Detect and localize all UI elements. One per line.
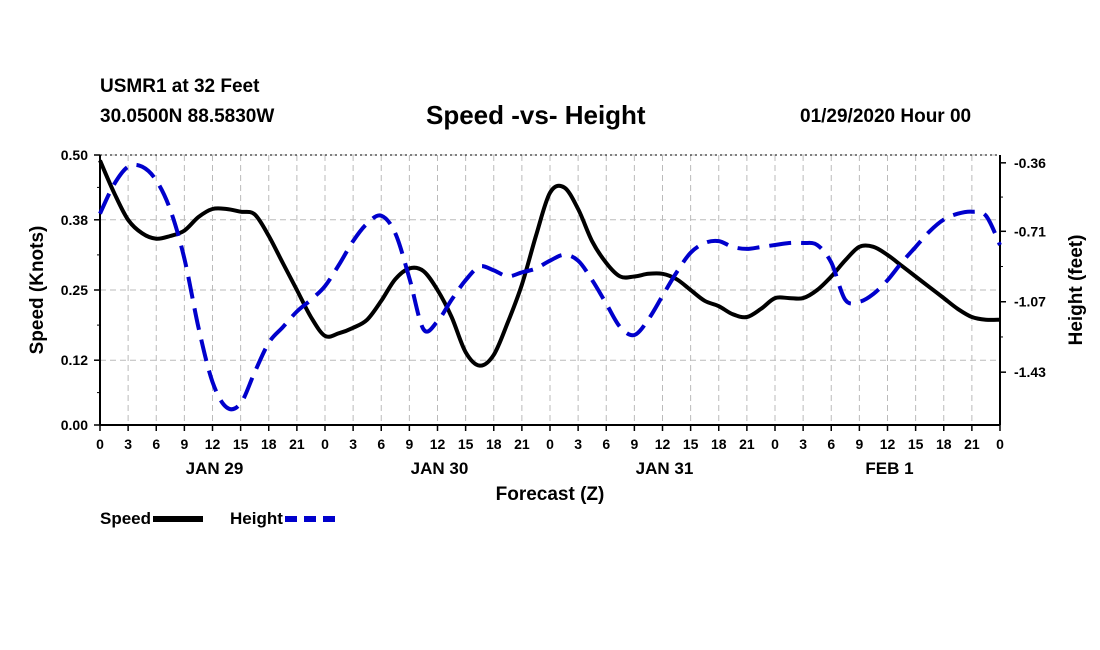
- x-axis-tick-label: 18: [486, 436, 502, 452]
- x-axis-tick-label: 3: [124, 436, 132, 452]
- x-axis-date-label: JAN 30: [411, 459, 469, 478]
- legend-height-swatch: [284, 516, 335, 522]
- legend-speed: Speed: [100, 509, 204, 529]
- chart-title: Speed -vs- Height: [426, 100, 646, 130]
- left-axis-tick-label: 0.25: [61, 282, 88, 298]
- height-series-line: [98, 162, 1002, 412]
- x-axis-tick-label: 15: [683, 436, 699, 452]
- x-axis-tick-label: 0: [96, 436, 104, 452]
- x-axis-tick-label: 3: [574, 436, 582, 452]
- left-axis-tick-label: 0.12: [61, 352, 88, 368]
- left-axis-tick-label: 0.38: [61, 212, 88, 228]
- speed-series-line: [98, 159, 1001, 368]
- x-axis-tick-label: 0: [546, 436, 554, 452]
- x-axis-tick-label: 18: [936, 436, 952, 452]
- right-axis-tick-label: -0.36: [1014, 155, 1046, 171]
- x-axis-tick-label: 12: [205, 436, 221, 452]
- right-axis-tick-label: -0.71: [1014, 223, 1046, 239]
- x-axis-tick-label: 0: [996, 436, 1004, 452]
- x-axis-tick-label: 9: [855, 436, 863, 452]
- legend-speed-label: Speed: [100, 509, 152, 528]
- left-axis-tick-label: 0.50: [61, 147, 88, 163]
- x-axis-tick-label: 0: [321, 436, 329, 452]
- x-axis-tick-label: 3: [349, 436, 357, 452]
- x-axis-tick-label: 12: [880, 436, 896, 452]
- station-coords: 30.0500N 88.5830W: [100, 106, 275, 127]
- run-timestamp: 01/29/2020 Hour 00: [800, 106, 972, 127]
- x-axis-tick-label: 15: [458, 436, 474, 452]
- right-axis-tick-label: -1.07: [1014, 294, 1046, 310]
- x-axis-tick-label: 18: [711, 436, 727, 452]
- x-axis-tick-label: 6: [377, 436, 385, 452]
- x-axis-tick-label: 6: [152, 436, 160, 452]
- x-axis-tick-label: 9: [630, 436, 638, 452]
- x-axis-tick-label: 21: [289, 436, 305, 452]
- x-axis-title: Forecast (Z): [496, 484, 605, 505]
- right-axis-tick-label: -1.43: [1014, 364, 1046, 380]
- legend-height: Height: [230, 509, 335, 529]
- x-axis-tick-label: 12: [430, 436, 446, 452]
- x-axis-tick-label: 21: [739, 436, 755, 452]
- legend-speed-swatch: [153, 516, 204, 522]
- x-axis-tick-label: 15: [233, 436, 249, 452]
- station-title: USMR1 at 32 Feet: [100, 76, 260, 97]
- x-axis-tick-label: 12: [655, 436, 671, 452]
- legend-height-label: Height: [230, 509, 283, 528]
- x-axis-date-label: JAN 31: [636, 459, 694, 478]
- x-axis-tick-label: 0: [771, 436, 779, 452]
- x-axis-date-label: JAN 29: [186, 459, 244, 478]
- x-axis-tick-label: 6: [602, 436, 610, 452]
- x-axis-date-label: FEB 1: [865, 459, 913, 478]
- x-axis-tick-label: 6: [827, 436, 835, 452]
- x-axis-tick-label: 18: [261, 436, 277, 452]
- x-axis-tick-label: 21: [964, 436, 980, 452]
- x-axis-tick-label: 9: [180, 436, 188, 452]
- right-axis-title: Height (feet): [1066, 235, 1087, 346]
- x-axis-tick-label: 15: [908, 436, 924, 452]
- x-axis-tick-label: 9: [405, 436, 413, 452]
- x-axis-tick-label: 21: [514, 436, 530, 452]
- x-axis-tick-label: 3: [799, 436, 807, 452]
- left-axis-tick-label: 0.00: [61, 417, 88, 433]
- left-axis-title: Speed (Knots): [27, 226, 48, 355]
